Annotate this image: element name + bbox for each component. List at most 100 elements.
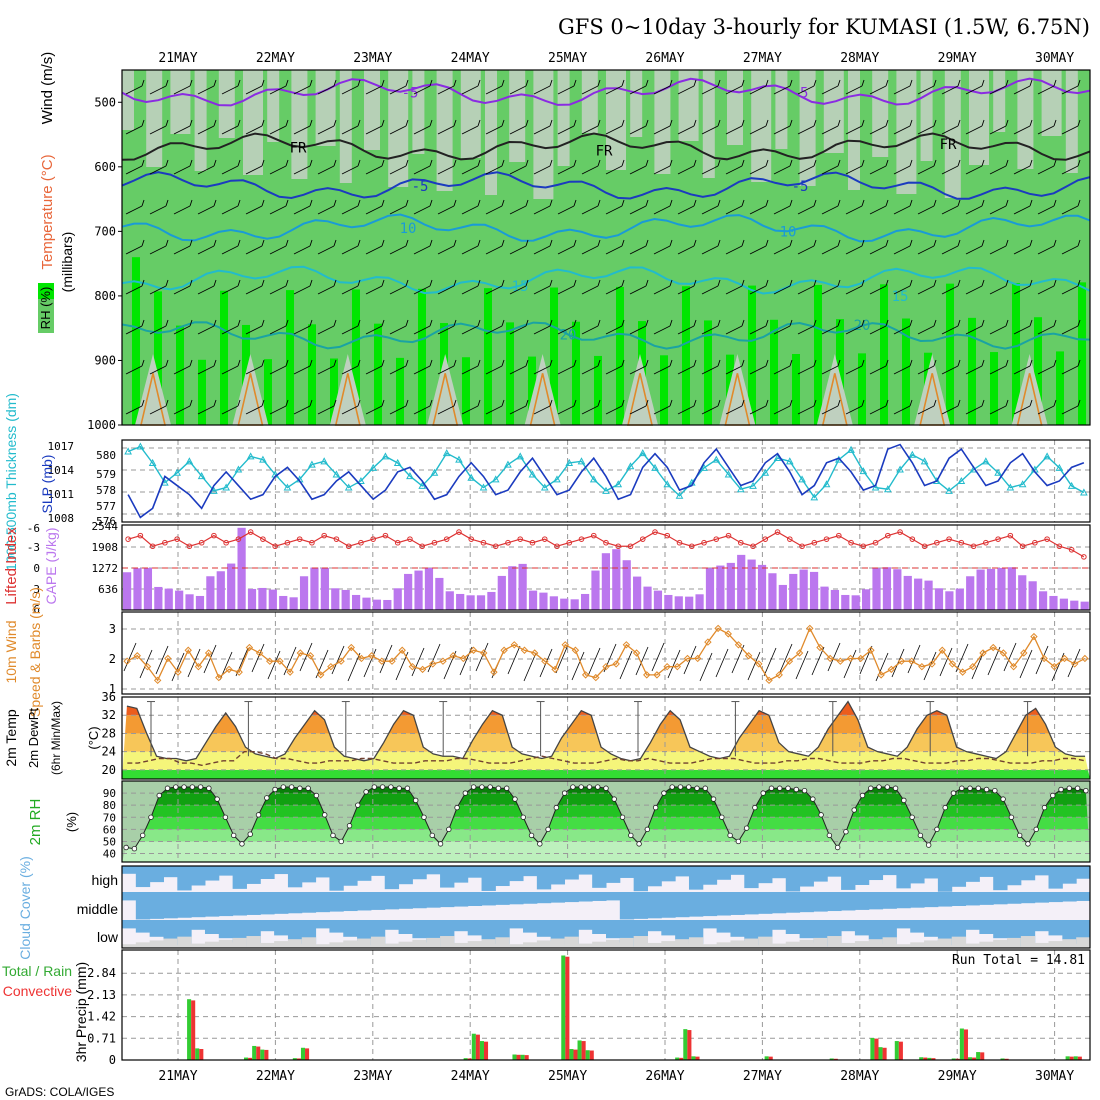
wind-barb-flag	[549, 239, 553, 247]
cloud-cover-bar	[453, 866, 469, 883]
cloud-cover-bar	[495, 892, 510, 905]
rh-dry-patch	[557, 70, 570, 166]
wind-barb	[173, 165, 191, 175]
wind-speed-point	[581, 671, 590, 679]
wind-barb	[653, 405, 671, 415]
wind-barb-flag	[621, 199, 625, 207]
contour-label: 10	[400, 221, 417, 237]
wind-barb	[149, 285, 167, 295]
wind-barb-flag	[309, 279, 313, 287]
wind-barb-flag	[1005, 119, 1009, 127]
cloud-low-bar	[592, 941, 607, 948]
wind-barb-flag	[213, 399, 217, 407]
rh-moist-plume	[550, 287, 558, 425]
wind-barb	[317, 205, 335, 215]
wind-barb-flag	[645, 199, 649, 207]
precip-total-bar	[967, 1057, 973, 1060]
wind-barb	[437, 285, 455, 295]
wind-barb	[389, 85, 407, 95]
wind-barb-flag	[669, 79, 673, 87]
rh-point	[586, 784, 593, 790]
wind-speed-point	[948, 660, 957, 668]
wind-barb-flag	[141, 119, 145, 127]
rh-point	[1041, 804, 1048, 811]
lifted-index-point	[1032, 539, 1038, 546]
wind-barb	[797, 85, 815, 95]
wind-barb-flag	[333, 399, 337, 407]
cloud-cover-bar	[384, 866, 400, 890]
wind-speed-point	[388, 657, 396, 665]
wind-barb-flag	[453, 199, 457, 207]
rh-point	[950, 790, 957, 796]
cloud-layer-label: high	[92, 872, 118, 888]
wind-speed-point	[469, 646, 478, 654]
thickness-point	[871, 483, 880, 491]
rh-point	[264, 795, 270, 801]
wind-barb-flag	[789, 279, 793, 287]
wind-barb	[629, 405, 647, 415]
cape-bar	[299, 576, 309, 610]
wind-barb-flag	[1077, 79, 1081, 87]
precip-tick-label: 2.84	[87, 966, 116, 980]
precip-convective-bar	[589, 1050, 594, 1060]
wind-barb-flag	[597, 279, 601, 287]
wind-barb	[917, 85, 935, 95]
date-label-top: 25MAY	[548, 51, 587, 66]
wind-barb-flag	[933, 119, 937, 127]
rh-point	[148, 814, 154, 820]
wind-speed-point	[795, 649, 804, 657]
rh-point	[876, 784, 882, 790]
cape-bar	[862, 589, 871, 610]
wind-barb	[221, 125, 239, 135]
rh-dry-patch	[1065, 70, 1078, 173]
lifted-index-point	[970, 543, 977, 550]
wind-barb-flag	[1029, 79, 1033, 87]
surface-wind-barb	[507, 645, 521, 675]
wind-barb	[605, 325, 623, 335]
rh-dry-patch	[460, 70, 481, 158]
cloud-cover-bar	[606, 866, 621, 883]
wind-barb	[197, 285, 215, 295]
wind-barb	[725, 85, 743, 95]
surface-wind-barb	[267, 650, 281, 680]
date-label-top: 24MAY	[451, 51, 490, 66]
wind-barb	[965, 405, 983, 415]
contour-label: -5	[792, 179, 809, 195]
wind-speed-point	[897, 657, 906, 665]
cloud-low-bar	[370, 936, 386, 948]
wind-barb-flag	[765, 319, 769, 327]
wind-barb-flag	[813, 79, 817, 87]
rh-moist-plume	[792, 354, 800, 425]
rh-point	[355, 802, 361, 808]
rh-dry-surface	[1011, 354, 1048, 425]
wind-barb	[989, 165, 1007, 175]
wind-barb-flag	[717, 399, 721, 407]
wind-speed-point	[449, 652, 457, 660]
wind-series-title: 10m Wind	[3, 620, 19, 683]
cloud-cover-bar	[398, 920, 413, 934]
wind-barb-flag	[477, 279, 481, 287]
lifted-index-point	[701, 539, 707, 546]
wind-barb	[773, 85, 791, 95]
wind-barb	[629, 245, 647, 255]
precip-convective-bar	[524, 1055, 529, 1060]
cape-bar	[424, 567, 434, 610]
rh-point	[1083, 787, 1089, 794]
wind-barb	[1013, 245, 1031, 255]
rh-point	[1033, 826, 1039, 833]
wind-speed-point	[1081, 654, 1089, 663]
wind-barb-flag	[189, 199, 193, 207]
wind-barb	[389, 165, 407, 175]
wind-barb-flag	[453, 119, 457, 127]
thickness-point	[197, 472, 206, 480]
cloud-cover-bar	[647, 920, 662, 932]
wind-barb-flag	[813, 319, 817, 327]
wind-barb-flag	[933, 319, 937, 327]
wind-barb	[509, 85, 527, 95]
lifted-index-point	[272, 543, 278, 550]
cloud-low-bar	[937, 938, 953, 948]
rh-point	[462, 790, 469, 796]
cape-bar	[1018, 575, 1027, 610]
cape-bar	[310, 567, 319, 610]
